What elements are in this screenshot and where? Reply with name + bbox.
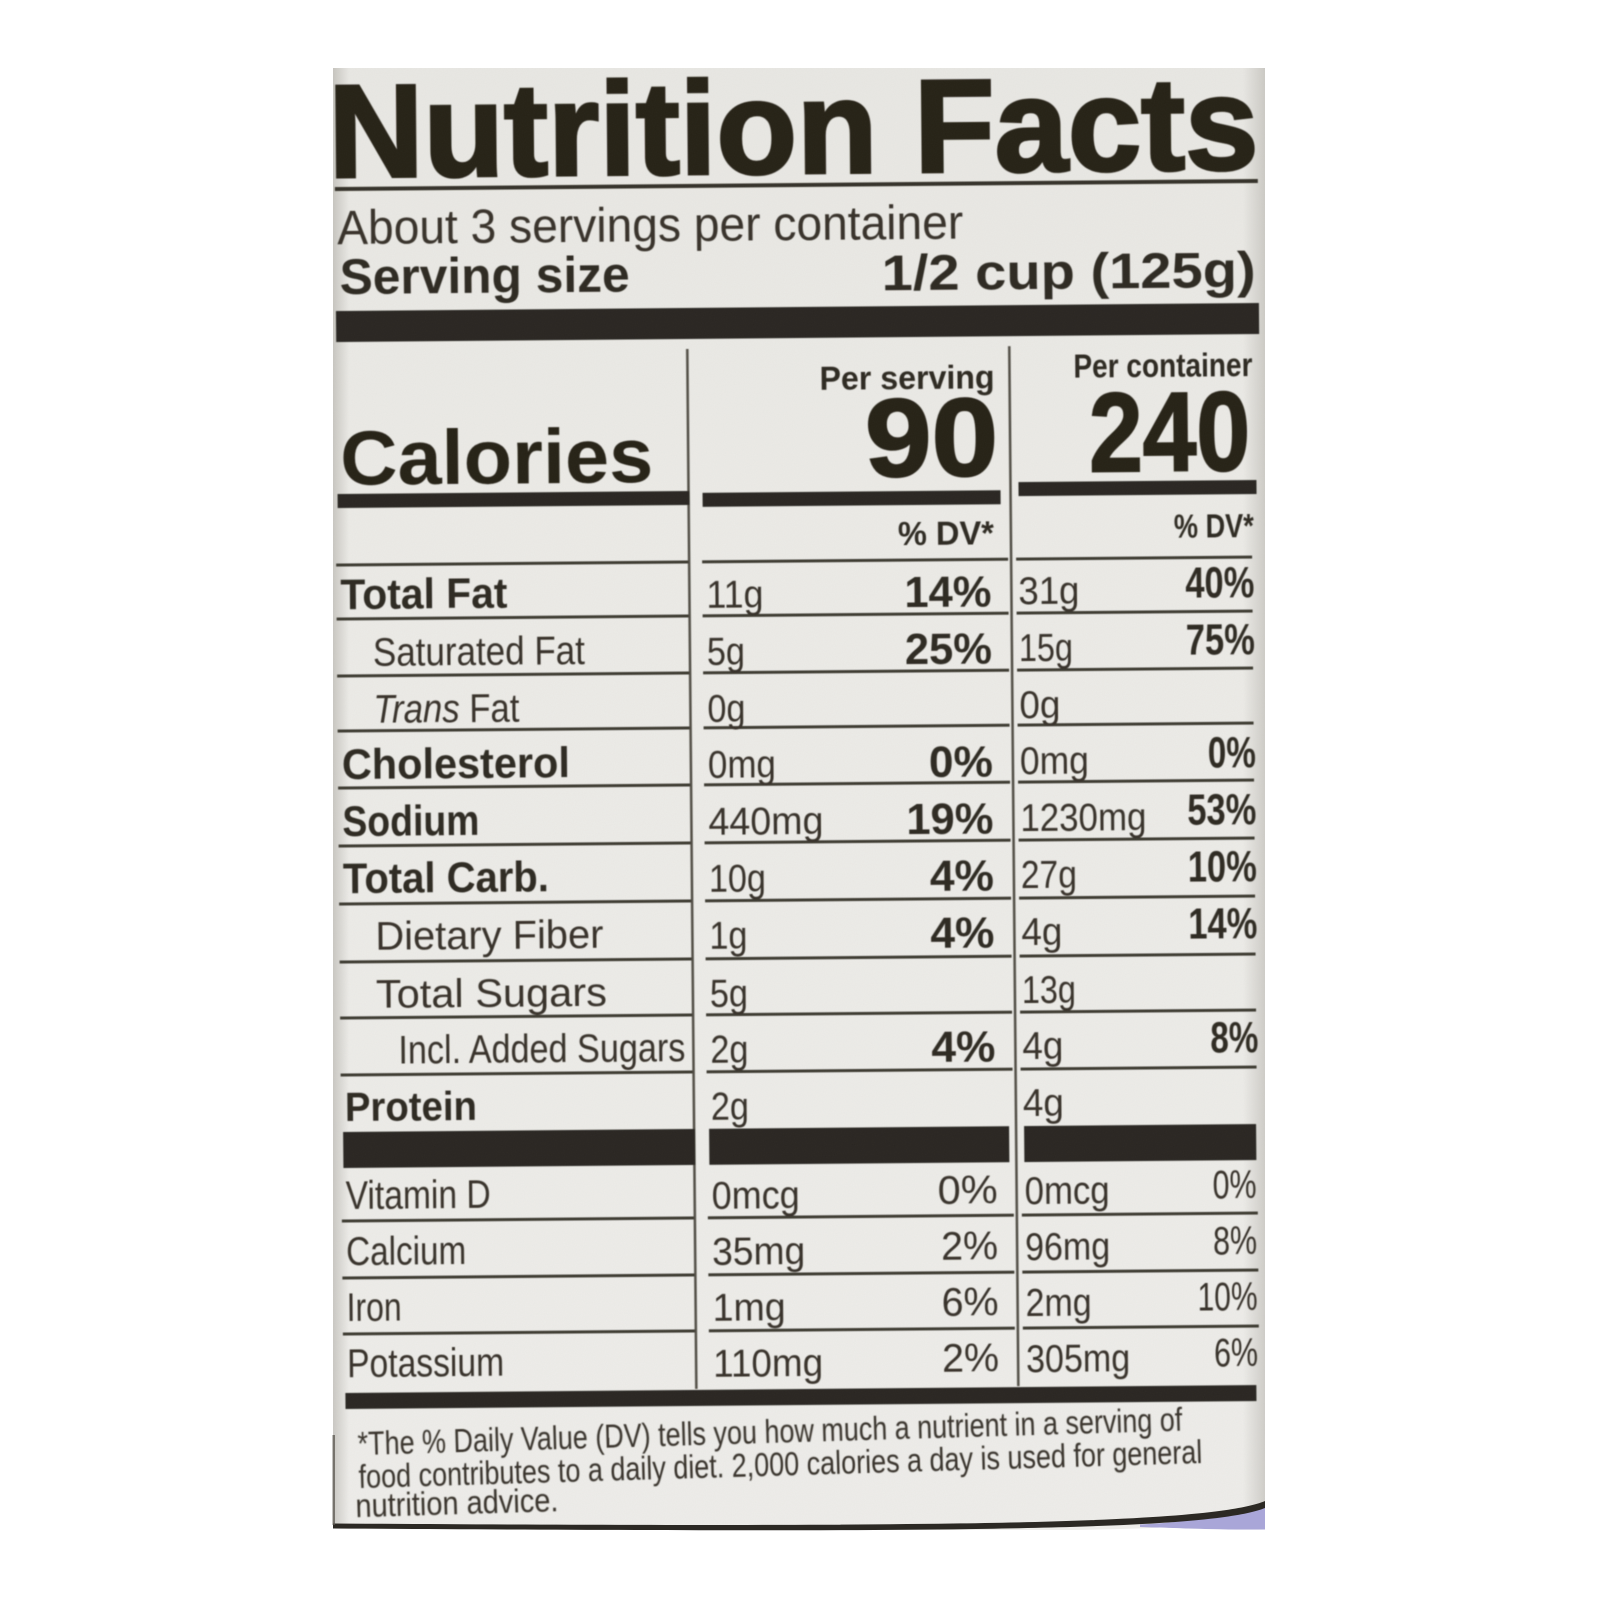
- svg-text:19%: 19%: [906, 794, 993, 844]
- svg-text:Sodium: Sodium: [342, 797, 479, 846]
- svg-text:8%: 8%: [1210, 1013, 1258, 1062]
- svg-text:0mcg: 0mcg: [711, 1174, 799, 1218]
- svg-text:1230mg: 1230mg: [1020, 796, 1146, 840]
- svg-text:14%: 14%: [1188, 899, 1257, 949]
- svg-text:Per serving: Per serving: [819, 358, 994, 397]
- svg-text:0mg: 0mg: [1020, 739, 1089, 783]
- svg-text:10g: 10g: [709, 857, 766, 900]
- svg-text:11g: 11g: [706, 573, 763, 616]
- svg-text:110mg: 110mg: [713, 1342, 823, 1386]
- svg-text:4g: 4g: [1021, 911, 1062, 954]
- svg-text:13g: 13g: [1022, 969, 1076, 1012]
- svg-text:Vitamin D: Vitamin D: [345, 1173, 490, 1218]
- svg-text:2%: 2%: [941, 1224, 998, 1268]
- svg-text:Cholesterol: Cholesterol: [342, 739, 570, 789]
- svg-text:10%: 10%: [1197, 1275, 1257, 1320]
- svg-text:2mg: 2mg: [1025, 1281, 1091, 1325]
- svg-text:0g: 0g: [707, 687, 745, 730]
- svg-text:1mg: 1mg: [712, 1286, 785, 1330]
- svg-text:% DV*: % DV*: [1174, 507, 1254, 545]
- svg-text:4g: 4g: [1022, 1025, 1063, 1068]
- svg-text:Per container: Per container: [1073, 346, 1252, 385]
- svg-text:2g: 2g: [711, 1085, 749, 1128]
- svg-text:75%: 75%: [1186, 615, 1255, 665]
- svg-text:Serving size: Serving size: [339, 246, 629, 305]
- svg-text:Saturated Fat: Saturated Fat: [373, 629, 585, 675]
- svg-text:1/2 cup (125g): 1/2 cup (125g): [881, 242, 1255, 301]
- svg-text:5g: 5g: [707, 630, 745, 673]
- svg-text:0%: 0%: [1212, 1163, 1256, 1207]
- svg-text:Incl. Added Sugars: Incl. Added Sugars: [398, 1026, 685, 1073]
- svg-text:8%: 8%: [1213, 1219, 1257, 1263]
- svg-text:4%: 4%: [930, 908, 994, 958]
- svg-text:1g: 1g: [709, 914, 747, 957]
- svg-text:10%: 10%: [1188, 842, 1257, 892]
- svg-text:27g: 27g: [1021, 854, 1077, 897]
- svg-text:53%: 53%: [1187, 785, 1256, 835]
- svg-text:2g: 2g: [710, 1028, 748, 1071]
- svg-text:Potassium: Potassium: [347, 1341, 504, 1386]
- svg-text:nutrition advice.: nutrition advice.: [355, 1481, 559, 1524]
- svg-text:4%: 4%: [931, 1022, 995, 1072]
- svg-text:96mg: 96mg: [1025, 1225, 1110, 1269]
- svg-text:440mg: 440mg: [708, 800, 823, 844]
- svg-text:Calories: Calories: [340, 413, 654, 502]
- svg-text:0g: 0g: [1019, 684, 1060, 727]
- svg-text:Total Fat: Total Fat: [340, 570, 507, 619]
- svg-text:40%: 40%: [1185, 558, 1254, 608]
- svg-text:0%: 0%: [937, 1168, 997, 1213]
- svg-text:6%: 6%: [1214, 1331, 1258, 1375]
- svg-text:Trans Fat: Trans Fat: [373, 686, 519, 731]
- svg-text:90: 90: [865, 376, 999, 500]
- svg-text:35mg: 35mg: [712, 1230, 805, 1274]
- svg-text:5g: 5g: [710, 972, 748, 1015]
- svg-text:Total Sugars: Total Sugars: [376, 971, 607, 1017]
- svg-text:15g: 15g: [1019, 627, 1073, 670]
- svg-text:Nutrition Facts: Nutrition Facts: [328, 50, 1259, 205]
- svg-text:0%: 0%: [929, 737, 993, 787]
- svg-text:14%: 14%: [904, 567, 991, 617]
- svg-text:25%: 25%: [905, 624, 992, 674]
- svg-text:0mcg: 0mcg: [1024, 1169, 1109, 1213]
- svg-text:0%: 0%: [1208, 728, 1256, 777]
- svg-text:Iron: Iron: [346, 1286, 401, 1330]
- svg-text:2%: 2%: [942, 1336, 999, 1380]
- svg-text:6%: 6%: [941, 1280, 998, 1324]
- svg-text:% DV*: % DV*: [898, 514, 994, 552]
- svg-text:Total Carb.: Total Carb.: [343, 853, 549, 903]
- svg-text:0mg: 0mg: [708, 743, 776, 787]
- svg-text:31g: 31g: [1018, 570, 1079, 614]
- svg-text:Calcium: Calcium: [346, 1229, 466, 1274]
- svg-text:Dietary Fiber: Dietary Fiber: [375, 913, 603, 959]
- svg-text:About 3 servings per container: About 3 servings per container: [337, 197, 963, 255]
- svg-text:4%: 4%: [930, 851, 994, 901]
- svg-text:240: 240: [1088, 369, 1250, 495]
- svg-text:305mg: 305mg: [1026, 1337, 1130, 1381]
- svg-text:4g: 4g: [1023, 1082, 1064, 1125]
- svg-text:Protein: Protein: [345, 1083, 477, 1130]
